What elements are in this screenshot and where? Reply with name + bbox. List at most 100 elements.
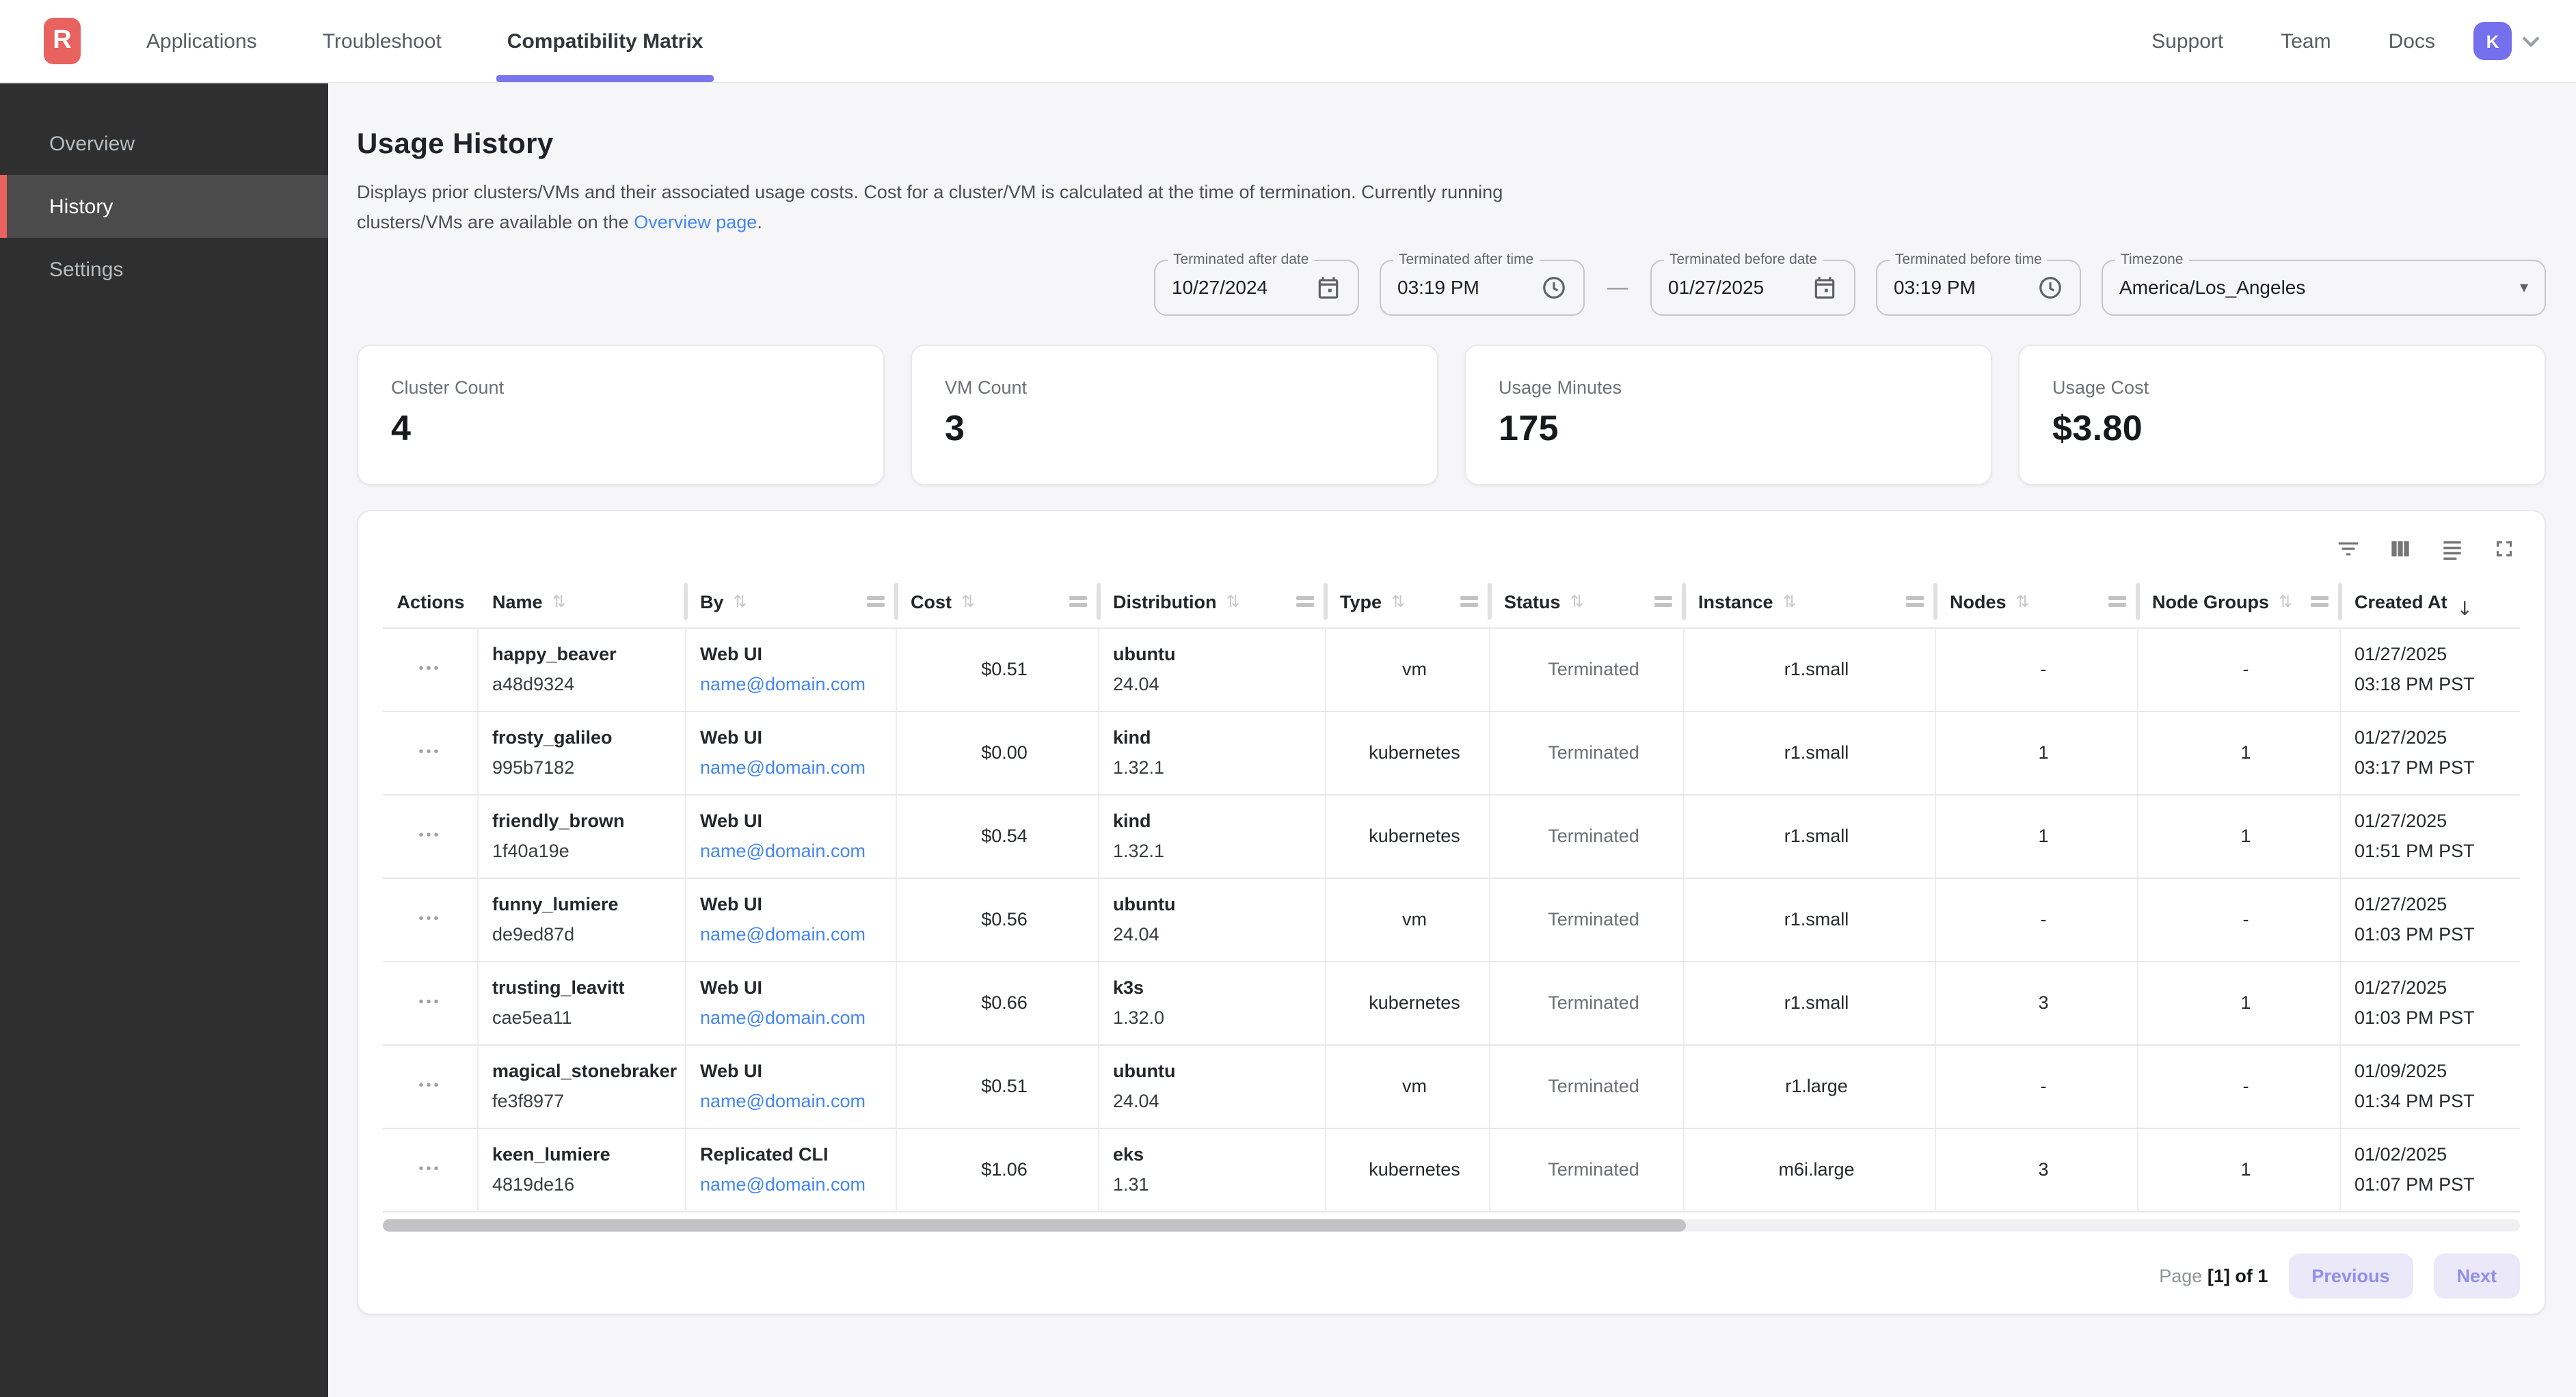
replicated-logo[interactable]: R	[44, 18, 81, 64]
cluster-id: cae5ea11	[492, 1007, 572, 1029]
nav-link-team[interactable]: Team	[2281, 29, 2331, 53]
row-actions-button[interactable]: •••	[418, 911, 442, 927]
created-by-source: Web UI	[700, 977, 763, 999]
next-page-button[interactable]: Next	[2433, 1253, 2520, 1299]
created-time: 03:18 PM PST	[2354, 674, 2475, 695]
nav-link-docs[interactable]: Docs	[2388, 29, 2435, 53]
created-by-email-link[interactable]: name@domain.com	[700, 757, 866, 778]
fullscreen-icon[interactable]	[2490, 535, 2517, 562]
clock-icon[interactable]	[1541, 274, 1567, 300]
columns-icon[interactable]	[2386, 535, 2413, 562]
user-avatar[interactable]: K	[2473, 22, 2512, 60]
column-label: Actions	[397, 591, 465, 612]
column-header[interactable]: Created At ↓	[2341, 576, 2520, 627]
sort-icon[interactable]: ⇅	[552, 592, 566, 612]
cluster-id: a48d9324	[492, 674, 575, 695]
column-label: Instance	[1698, 591, 1773, 612]
distribution-name: kind	[1113, 811, 1151, 832]
stat-value: $3.80	[2052, 407, 2143, 448]
row-actions-button[interactable]: •••	[418, 994, 442, 1010]
column-menu-icon[interactable]	[2311, 593, 2329, 610]
nav-link-support[interactable]: Support	[2151, 29, 2224, 53]
column-header[interactable]: Status ⇅	[1490, 576, 1685, 627]
created-by-email-link[interactable]: name@domain.com	[700, 1174, 866, 1195]
previous-page-button[interactable]: Previous	[2288, 1253, 2413, 1299]
horizontal-scrollbar[interactable]	[383, 1219, 2520, 1232]
row-actions-button[interactable]: •••	[418, 1161, 442, 1177]
column-menu-icon[interactable]	[1906, 593, 1924, 610]
pagination: Page [1] of 1 Previous Next	[383, 1253, 2520, 1299]
node-groups-cell: 1	[2138, 1128, 2341, 1211]
sort-icon[interactable]: ⇅	[1391, 592, 1406, 612]
row-actions-button[interactable]: •••	[418, 1078, 442, 1094]
tab-applications[interactable]: Applications	[146, 29, 257, 53]
sort-icon[interactable]: ⇅	[2015, 592, 2030, 612]
sidebar-item-settings[interactable]: Settings	[49, 258, 124, 281]
filter-icon[interactable]	[2334, 535, 2361, 562]
sort-icon[interactable]: ⇅	[2279, 592, 2293, 612]
column-header[interactable]: Name ⇅	[479, 576, 686, 627]
density-icon[interactable]	[2438, 535, 2465, 562]
terminated-before-time-field[interactable]: Terminated before time 03:19 PM	[1876, 251, 2081, 316]
row-actions-button[interactable]: •••	[418, 828, 442, 843]
column-menu-icon[interactable]	[2108, 593, 2126, 610]
column-header[interactable]: Nodes ⇅	[1936, 576, 2138, 627]
sort-icon[interactable]: ⇅	[733, 592, 747, 612]
sort-icon[interactable]: ⇅	[1570, 592, 1584, 612]
tab-troubleshoot[interactable]: Troubleshoot	[322, 29, 442, 53]
created-by-email-link[interactable]: name@domain.com	[700, 924, 866, 945]
distribution-cell: kind 1.32.1	[1099, 711, 1326, 794]
field-value: 01/27/2025	[1668, 276, 1765, 299]
sort-icon[interactable]: ⇅	[1782, 592, 1797, 612]
created-by-email-link[interactable]: name@domain.com	[700, 1007, 866, 1029]
chevron-down-icon[interactable]	[2521, 35, 2540, 47]
tab-compatibility-matrix[interactable]: Compatibility Matrix	[496, 0, 715, 82]
overview-page-link[interactable]: Overview page	[634, 211, 757, 232]
scrollbar-thumb[interactable]	[383, 1219, 1687, 1232]
top-nav: R Applications Troubleshoot Compatibilit…	[0, 0, 2576, 83]
timezone-select[interactable]: Timezone America/Los_Angeles ▾	[2102, 251, 2546, 316]
sort-icon[interactable]: ⇅	[1226, 592, 1240, 612]
distribution-name: eks	[1113, 1144, 1144, 1165]
created-by-email-link[interactable]: name@domain.com	[700, 841, 866, 862]
column-label: Node Groups	[2152, 591, 2270, 612]
field-label: Timezone	[2115, 251, 2189, 268]
sidebar-item-overview[interactable]: Overview	[49, 132, 135, 155]
column-header[interactable]: Instance ⇅	[1685, 576, 1936, 627]
created-time: 01:03 PM PST	[2354, 924, 2475, 945]
terminated-after-date-field[interactable]: Terminated after date 10/27/2024	[1154, 251, 1359, 316]
column-header[interactable]: Distribution ⇅	[1099, 576, 1326, 627]
column-menu-icon[interactable]	[1654, 593, 1672, 610]
column-menu-icon[interactable]	[867, 593, 885, 610]
column-header[interactable]: Type ⇅	[1326, 576, 1490, 627]
sort-icon[interactable]: ↓	[2456, 598, 2473, 621]
column-header[interactable]: Actions	[383, 576, 479, 627]
row-actions-button[interactable]: •••	[418, 661, 442, 677]
column-menu-icon[interactable]	[1460, 593, 1478, 610]
column-header[interactable]: By ⇅	[686, 576, 897, 627]
cost-cell: $1.06	[897, 1128, 1099, 1211]
calendar-icon[interactable]	[1812, 274, 1838, 300]
caret-down-icon[interactable]: ▾	[2519, 277, 2528, 297]
sort-icon[interactable]: ⇅	[961, 592, 976, 612]
clock-icon[interactable]	[2037, 274, 2063, 300]
table-row: ••• frosty_galileo 995b7182 Web UI name@…	[383, 710, 2520, 794]
instance-cell: r1.small	[1685, 795, 1936, 878]
terminated-before-date-field[interactable]: Terminated before date 01/27/2025	[1650, 251, 1855, 316]
column-header[interactable]: Cost ⇅	[897, 576, 1099, 627]
terminated-after-time-field[interactable]: Terminated after time 03:19 PM	[1380, 251, 1585, 316]
column-header[interactable]: Node Groups ⇅	[2138, 576, 2341, 627]
sidebar-item-history[interactable]: History	[0, 175, 328, 238]
row-actions-button[interactable]: •••	[418, 744, 442, 760]
by-cell: Replicated CLI name@domain.com	[686, 1128, 897, 1211]
stat-label: Cluster Count	[391, 377, 505, 398]
column-menu-icon[interactable]	[1296, 593, 1314, 610]
created-by-email-link[interactable]: name@domain.com	[700, 674, 866, 695]
date-range-dash: —	[1607, 275, 1628, 299]
cluster-id: 1f40a19e	[492, 841, 569, 862]
stat-value: 3	[945, 407, 965, 448]
stat-value: 175	[1499, 407, 1559, 448]
created-by-email-link[interactable]: name@domain.com	[700, 1091, 866, 1112]
column-menu-icon[interactable]	[1069, 593, 1087, 610]
calendar-icon[interactable]	[1315, 274, 1341, 300]
